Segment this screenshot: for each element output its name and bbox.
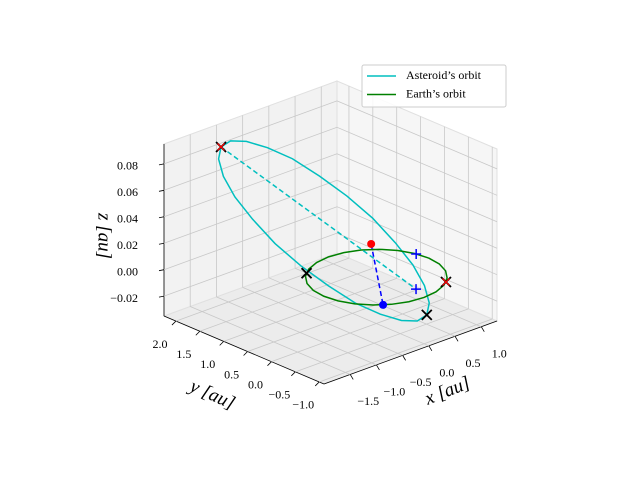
- grid-line: [321, 258, 482, 328]
- z-tick-label: 0.04: [117, 212, 138, 226]
- grid-line: [242, 286, 403, 356]
- grid-line: [271, 298, 445, 363]
- point-marker: [379, 300, 388, 309]
- y-tick-label: 1.5: [176, 347, 191, 361]
- x-tick-label: −1.0: [384, 385, 406, 399]
- grid-line: [163, 179, 338, 244]
- cross-marker: [411, 284, 422, 295]
- x-tick-label: −1.5: [357, 394, 379, 408]
- axis-line: [323, 320, 498, 385]
- legend-box: [361, 64, 507, 108]
- grid-line: [268, 277, 430, 347]
- grid-line: [163, 126, 338, 191]
- grid-line: [336, 100, 498, 170]
- z-tick-label: 0.06: [117, 185, 138, 199]
- grid-line: [216, 296, 377, 366]
- z-tick-label: −0.02: [110, 291, 138, 305]
- grid-line: [336, 206, 498, 276]
- cross-marker: [217, 143, 225, 151]
- grid-line: [163, 232, 338, 297]
- x-tick: [376, 364, 380, 371]
- y-tick-label: −0.5: [268, 388, 290, 402]
- cross-marker: [411, 248, 422, 259]
- z-tick: [158, 295, 165, 298]
- z-axis-label: z [au]: [94, 212, 115, 259]
- grid-line: [336, 232, 498, 302]
- x-tick-label: 0.5: [466, 356, 481, 370]
- y-tick: [195, 330, 201, 336]
- grid-line: [294, 267, 456, 337]
- legend: Asteroid’s orbit Earth’s orbit: [361, 64, 507, 108]
- grid-line: [163, 100, 338, 165]
- plot-area: −1.5−1.0−0.50.00.51.0−1.0−0.50.00.51.01.…: [110, 140, 507, 412]
- x-tick: [402, 355, 406, 361]
- x-tick: [454, 336, 459, 342]
- z-tick: [158, 242, 165, 245]
- y-tick: [267, 361, 272, 366]
- y-tick-label: −1.0: [292, 398, 314, 412]
- z-tick: [158, 269, 165, 272]
- dashed-line: [370, 243, 384, 306]
- grid-line: [336, 153, 498, 223]
- point-marker: [367, 239, 376, 248]
- x-tick: [480, 326, 485, 332]
- y-tick: [314, 381, 320, 387]
- y-tick-label: 1.0: [200, 357, 215, 371]
- y-tick-label: 2.0: [152, 337, 167, 351]
- legend-label: Earth’s orbit: [406, 86, 466, 100]
- x-tick-label: 0.0: [439, 366, 454, 380]
- y-tick: [291, 371, 296, 377]
- y-tick: [243, 351, 248, 356]
- x-tick-label: 1.0: [492, 346, 507, 360]
- grid-line: [336, 126, 498, 196]
- z-tick-label: 0.00: [117, 264, 138, 278]
- y-tick-label: 0.5: [224, 367, 239, 381]
- z-tick: [158, 216, 165, 219]
- y-tick: [219, 341, 224, 346]
- cross-marker: [442, 278, 450, 286]
- grid-line: [199, 267, 373, 332]
- grid-line: [295, 308, 469, 373]
- panes: [158, 80, 499, 387]
- legend-label: Asteroid’s orbit: [406, 68, 482, 82]
- grid-line: [175, 257, 350, 322]
- x-tick: [428, 345, 433, 352]
- z-tick-label: 0.08: [117, 159, 138, 173]
- axis-line: [163, 315, 325, 385]
- grid-line: [163, 153, 338, 218]
- grid-line: [336, 179, 498, 249]
- cross-marker: [300, 267, 313, 279]
- x-tick-label: −0.5: [410, 375, 432, 389]
- grid-line: [247, 288, 421, 352]
- x-tick: [349, 374, 354, 380]
- cross-marker: [421, 309, 433, 321]
- z-tick-label: 0.02: [117, 238, 138, 252]
- y-tick-label: 0.0: [248, 377, 263, 391]
- grid-line: [223, 277, 397, 342]
- grid-line: [163, 206, 338, 271]
- y-tick: [171, 320, 177, 326]
- dashed-line: [220, 146, 417, 290]
- z-tick: [158, 189, 165, 192]
- grid-line: [319, 318, 493, 383]
- z-tick: [158, 163, 165, 166]
- grid-line: [190, 306, 351, 375]
